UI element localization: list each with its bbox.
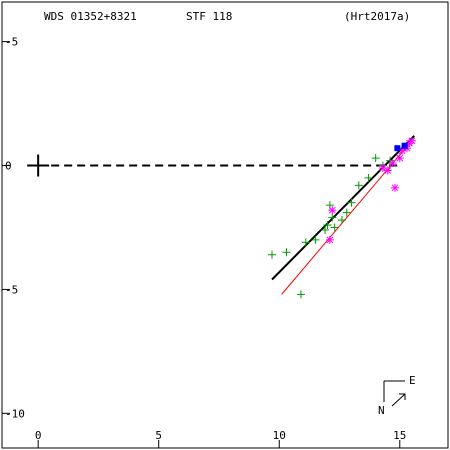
plus-point	[323, 221, 332, 229]
compass-north-label: N	[378, 404, 385, 417]
plus-point	[328, 213, 337, 222]
reference-label: (Hrt2017a)	[344, 10, 410, 23]
plus-point	[321, 225, 330, 234]
asterisk-point-d2	[384, 167, 392, 174]
plus-point	[330, 223, 339, 232]
plus-point	[371, 154, 380, 163]
plus-point	[354, 181, 363, 190]
y-tick-label: -10	[5, 407, 25, 420]
square-point	[394, 145, 401, 152]
x-tick-label: 0	[35, 429, 42, 442]
plus-point	[301, 238, 310, 247]
square-point-fill	[401, 142, 408, 149]
asterisk-point	[390, 183, 399, 192]
asterisk-point	[325, 235, 334, 244]
asterisk-point-d2	[396, 154, 404, 162]
compass-east-label: E	[409, 374, 416, 387]
x-tick-label: 10	[273, 429, 286, 442]
plus-point	[347, 198, 356, 207]
y-tick-label: -5	[5, 36, 18, 49]
y-tick-label: -5	[5, 283, 18, 296]
y-tick-label: 0	[5, 160, 12, 173]
plus-point	[282, 248, 291, 257]
x-tick-label: 15	[393, 429, 406, 442]
square-point	[401, 142, 408, 149]
compass-arrow-icon	[391, 393, 406, 407]
compass: E N	[378, 374, 416, 417]
plus-point	[364, 173, 373, 182]
asterisk-point	[383, 166, 392, 175]
data-points	[268, 136, 416, 299]
asterisk-point-d2	[326, 236, 334, 244]
asterisk-point-d2	[408, 137, 416, 145]
square-point-fill	[394, 145, 401, 152]
asterisk-point	[328, 206, 337, 215]
alt-fit-line	[281, 140, 413, 295]
system-label: WDS 01352+8321	[44, 10, 137, 23]
asterisk-point-d2	[379, 164, 387, 172]
plus-point	[337, 216, 346, 225]
asterisk-point	[407, 136, 416, 145]
plus-point	[296, 290, 305, 299]
plus-point	[268, 250, 277, 259]
plus-point	[311, 235, 320, 244]
asterisk-point-d2	[328, 206, 336, 214]
asterisk-point	[395, 154, 404, 163]
asterisk-point-d2	[391, 184, 399, 192]
x-tick-label: 5	[155, 429, 162, 442]
plus-point	[342, 208, 351, 217]
asterisk-point-d2	[389, 159, 396, 167]
compass-arrowhead-icon	[399, 393, 406, 400]
asterisk-point	[388, 159, 397, 168]
discoverer-label: STF 118	[186, 10, 232, 23]
axes: 0 5 10 15 -5 0 -5 -10	[2, 36, 406, 448]
